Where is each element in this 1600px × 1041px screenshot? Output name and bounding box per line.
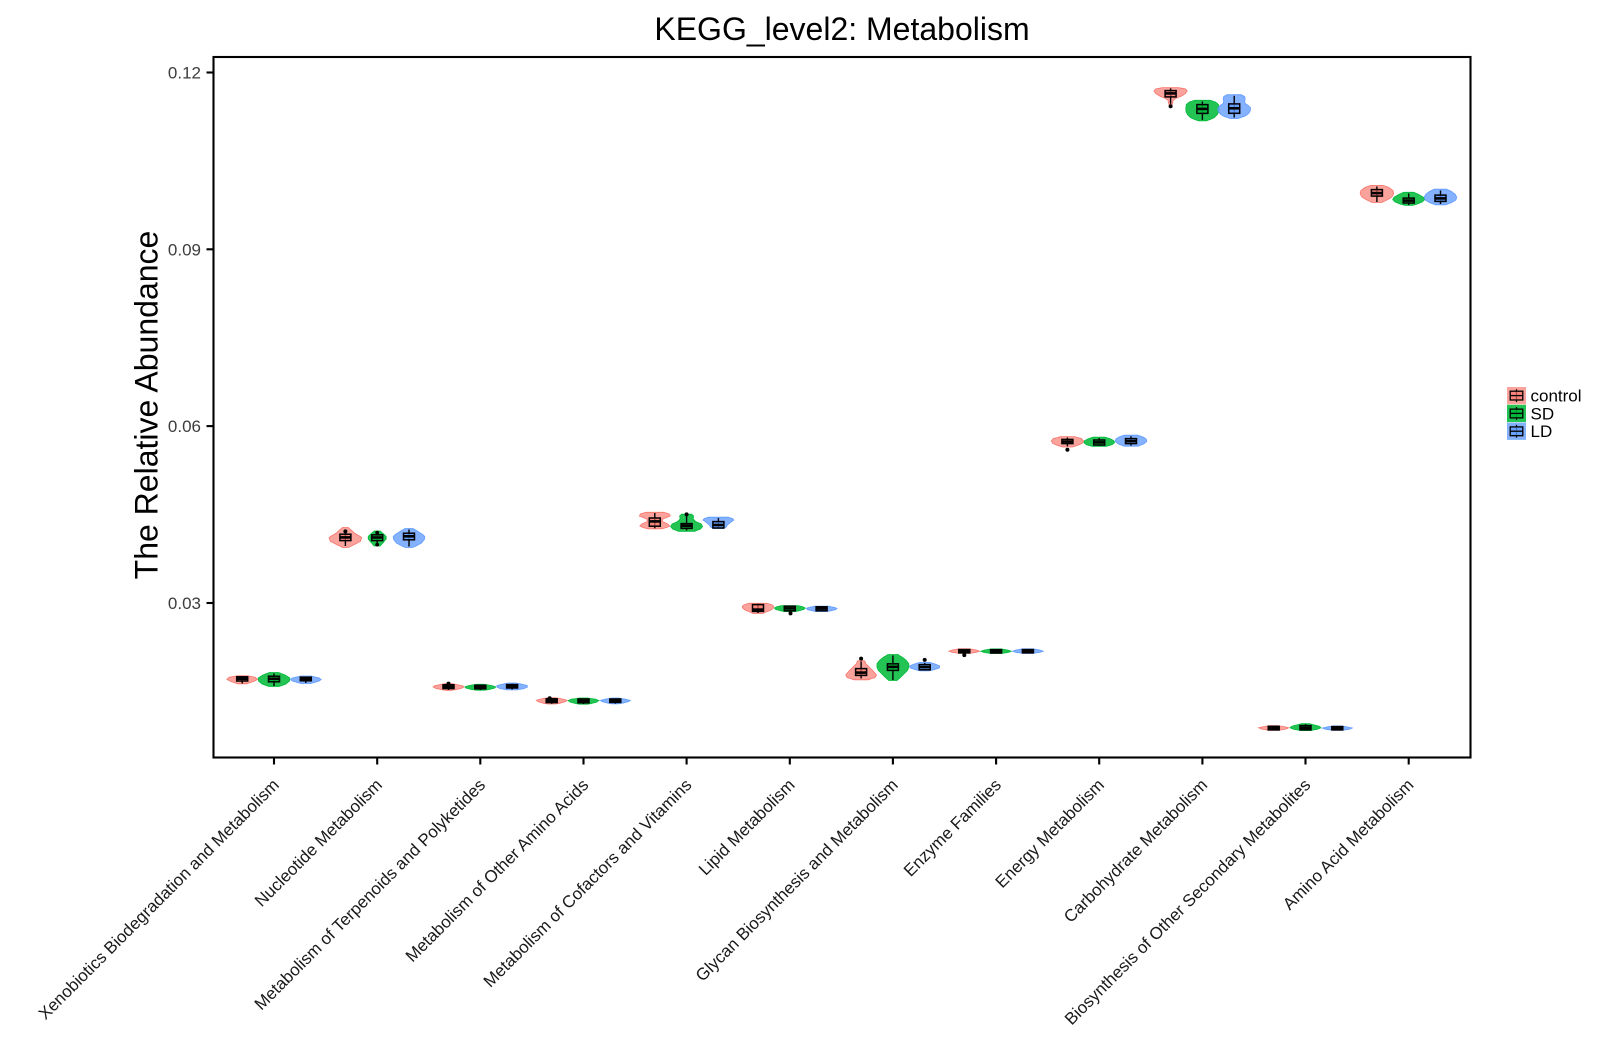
svg-text:control: control: [1531, 387, 1582, 406]
svg-text:The Relative Abundance: The Relative Abundance: [129, 231, 165, 580]
svg-text:0.12: 0.12: [168, 64, 201, 83]
svg-text:0.06: 0.06: [168, 417, 201, 436]
svg-text:0.03: 0.03: [168, 594, 201, 613]
svg-text:KEGG_level2: Metabolism: KEGG_level2: Metabolism: [654, 11, 1029, 47]
svg-text:LD: LD: [1531, 422, 1553, 441]
svg-text:SD: SD: [1531, 404, 1555, 423]
svg-text:0.09: 0.09: [168, 240, 201, 259]
